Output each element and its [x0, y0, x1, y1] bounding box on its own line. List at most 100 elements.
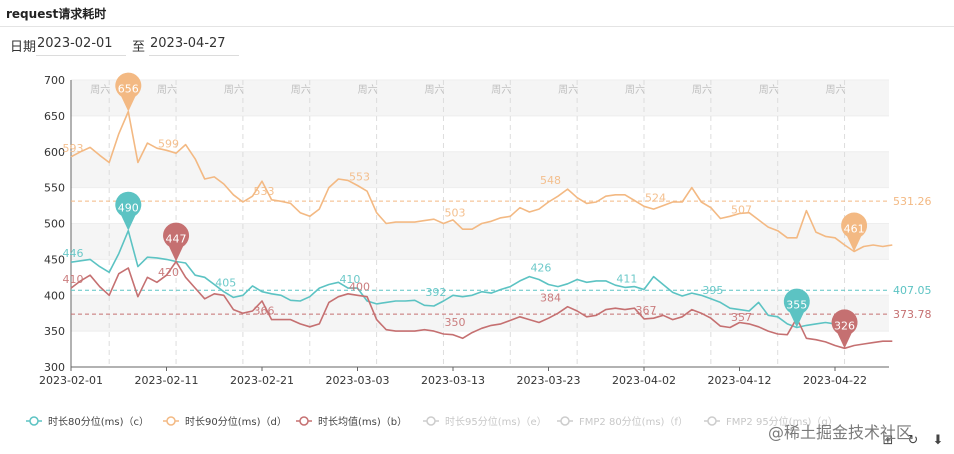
line-chart: 300 350 400 450 500 550 600 650 700 周六 周六 周六 周六 周六 周六 周…	[26, 72, 932, 428]
legend-swatch-dot	[299, 416, 309, 426]
pin-marker	[115, 72, 142, 112]
x-tick-label: 2023-04-02	[612, 374, 676, 387]
series-line	[70, 260, 893, 350]
data-label: 400	[349, 280, 370, 293]
y-tick-label: 450	[44, 253, 65, 266]
legend-item[interactable]: 时长90分位(ms)（d）	[185, 415, 287, 428]
weekend-label: 周六	[625, 84, 645, 96]
end-date-underline	[149, 55, 239, 56]
pin-marker	[783, 288, 810, 328]
average-label: 531.26	[893, 195, 932, 208]
pin-value: 355	[786, 299, 807, 312]
data-label: 357	[731, 311, 752, 324]
weekend-label: 周六	[358, 84, 378, 96]
y-tick-label: 400	[44, 289, 65, 302]
y-tick-label: 300	[44, 361, 65, 374]
refresh-icon[interactable]: ↻	[907, 433, 919, 448]
weekend-label: 周六	[157, 84, 177, 96]
data-label: 366	[254, 305, 275, 318]
weekend-label: 周六	[491, 84, 511, 96]
watermark: @稀土掘金技术社区	[768, 423, 913, 442]
data-label: 548	[540, 174, 561, 187]
pin-value: 461	[844, 222, 865, 235]
panel-header: request请求耗时	[0, 0, 954, 27]
pin-value: 656	[118, 83, 139, 96]
weekend-label: 周六	[424, 84, 444, 96]
grid-band	[71, 223, 889, 260]
x-tick-label: 2023-02-21	[230, 374, 294, 387]
data-label: 392	[425, 286, 446, 299]
extremum-pin: 461	[841, 212, 868, 252]
data-label: 410	[63, 273, 84, 286]
y-tick-label: 700	[44, 74, 65, 87]
data-label: 410	[339, 273, 360, 286]
legend-item[interactable]: 时长95分位(ms)（e）	[445, 415, 547, 428]
pin-value: 447	[166, 233, 187, 246]
extremum-pin: 355	[783, 288, 810, 328]
legend-item[interactable]: 时长80分位(ms)（c）	[48, 415, 149, 428]
start-date-underline	[36, 55, 126, 56]
data-label: 503	[445, 206, 466, 219]
legend-item[interactable]: FMP2 80分位(ms)（f）	[579, 415, 688, 428]
weekend-label: 周六	[90, 84, 110, 96]
x-tick-label: 2023-04-12	[708, 374, 772, 387]
extremum-pin: 656	[115, 72, 142, 112]
data-label: 599	[158, 137, 179, 150]
date-label: 日期	[10, 40, 37, 55]
data-label: 411	[616, 272, 637, 285]
extremum-pin: 447	[163, 222, 190, 262]
grid-band	[71, 151, 889, 188]
series-line	[70, 110, 893, 253]
legend-item[interactable]: 时长均值(ms)（b）	[318, 415, 407, 428]
start-date-input[interactable]: 2023-02-01	[37, 36, 113, 51]
weekend-label: 周六	[826, 84, 846, 96]
average-label: 373.78	[893, 308, 932, 321]
download-icon[interactable]: ⬇	[932, 433, 944, 448]
grid-band	[71, 80, 889, 116]
data-label: 350	[445, 316, 466, 329]
y-tick-label: 600	[44, 146, 65, 159]
x-tick-label: 2023-03-03	[326, 374, 390, 387]
end-date-input[interactable]: 2023-04-27	[150, 36, 226, 51]
x-tick-label: 2023-03-23	[517, 374, 581, 387]
legend-swatch-dot	[166, 416, 176, 426]
x-tick-label: 2023-03-13	[421, 374, 485, 387]
pin-marker	[831, 309, 858, 349]
series-line	[70, 229, 855, 329]
pin-value: 326	[834, 319, 855, 332]
pin-marker	[163, 222, 190, 262]
extremum-pin: 326	[831, 309, 858, 349]
panel-title: request请求耗时	[6, 7, 107, 21]
data-label: 405	[215, 277, 236, 290]
data-label: 524	[645, 191, 666, 204]
data-label: 384	[540, 292, 561, 305]
data-label: 553	[349, 170, 370, 183]
pin-value: 490	[118, 202, 139, 215]
average-label: 407.05	[893, 284, 932, 297]
data-label: 446	[63, 247, 84, 260]
data-label: 426	[530, 262, 551, 275]
y-tick-label: 550	[44, 182, 65, 195]
weekend-label: 周六	[692, 84, 712, 96]
data-label: 507	[731, 203, 752, 216]
legend-swatch-dot	[29, 416, 39, 426]
data-label: 593	[63, 142, 84, 155]
x-tick-label: 2023-02-01	[39, 374, 103, 387]
data-label: 395	[702, 284, 723, 297]
weekend-label: 周六	[759, 84, 779, 96]
y-tick-label: 350	[44, 325, 65, 338]
zoom-icon[interactable]: ⊞	[882, 433, 894, 448]
pin-marker	[115, 191, 142, 231]
legend-swatch-dot	[560, 416, 570, 426]
pin-marker	[841, 212, 868, 252]
x-tick-label: 2023-04-22	[803, 374, 867, 387]
data-label: 367	[636, 304, 657, 317]
data-label: 533	[254, 185, 275, 198]
legend-item[interactable]: FMP2 95分位(ms)（g）	[726, 415, 838, 428]
data-label: 420	[158, 266, 179, 279]
legend-swatch-dot	[707, 416, 717, 426]
extremum-pin: 490	[115, 191, 142, 231]
legend-swatch-dot	[426, 416, 436, 426]
weekend-label: 周六	[291, 84, 311, 96]
weekend-label: 周六	[224, 84, 244, 96]
